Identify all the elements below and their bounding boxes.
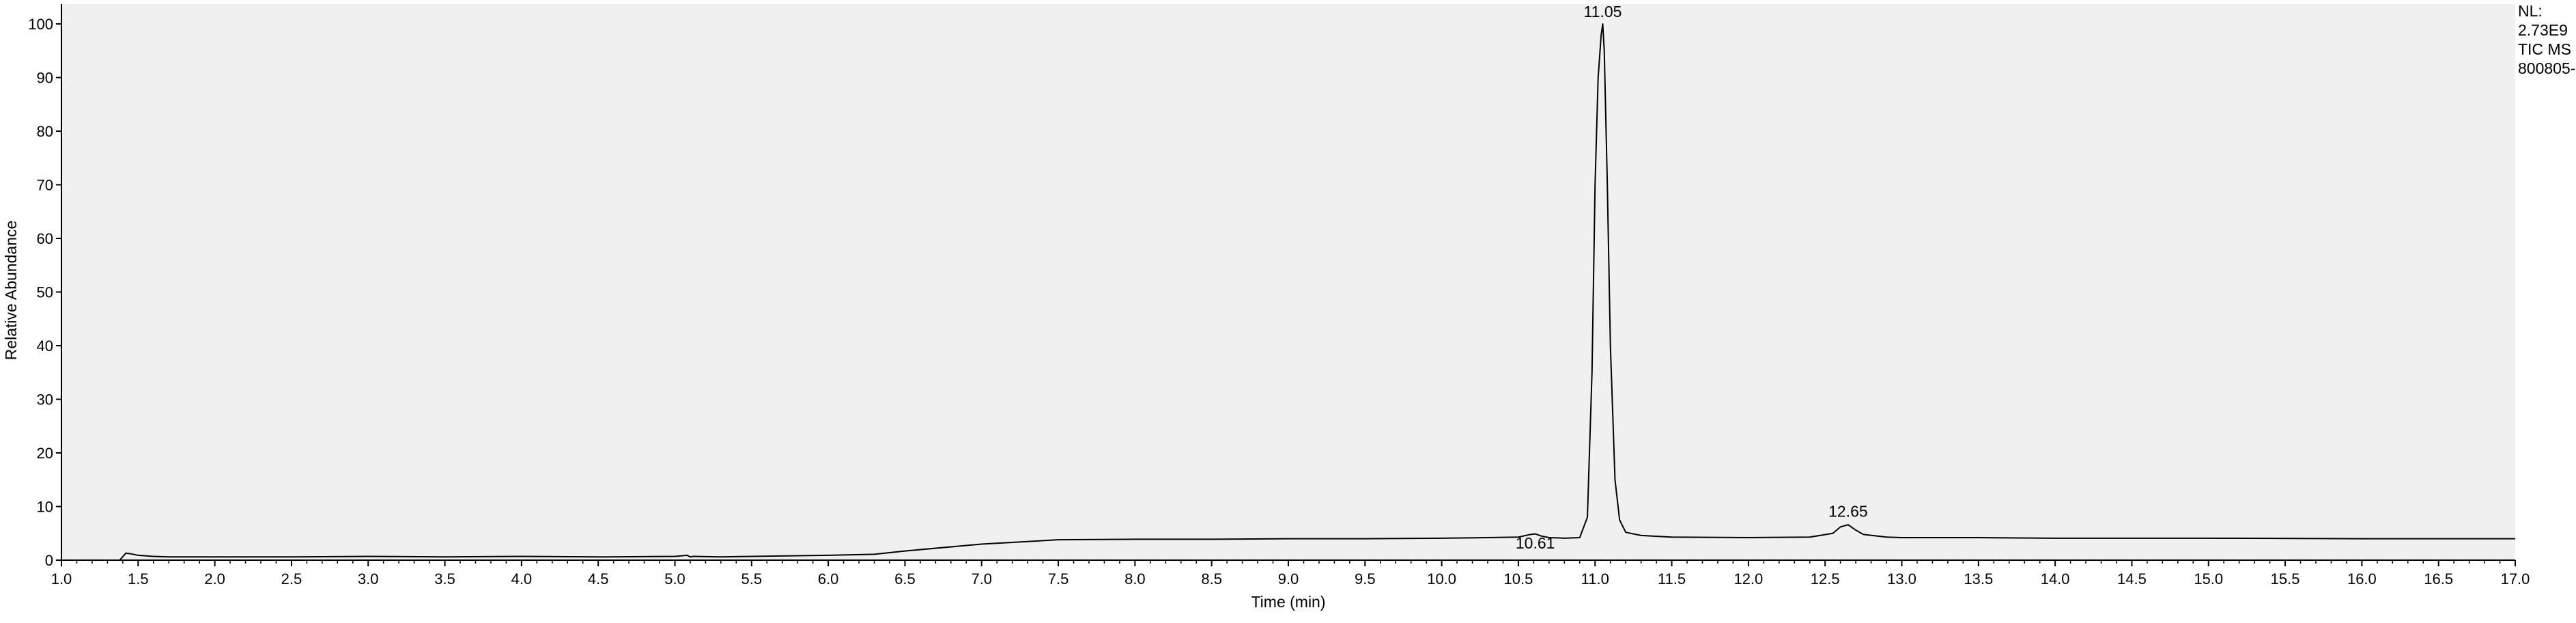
info-block: NL: 2.73E9 TIC MS 800805- [2518, 2, 2575, 77]
x-tick-label: 13.0 [1887, 570, 1916, 587]
x-tick-label: 11.5 [1658, 570, 1686, 587]
x-tick-label: 2.0 [204, 570, 225, 587]
x-tick-label: 8.0 [1124, 570, 1146, 587]
x-tick-label: 1.0 [51, 570, 72, 587]
x-tick-label: 8.5 [1201, 570, 1222, 587]
x-tick-label: 16.0 [2347, 570, 2377, 587]
peak-label: 12.65 [1828, 503, 1868, 521]
peak-label: 11.05 [1584, 3, 1622, 20]
x-tick-label: 16.5 [2424, 570, 2453, 587]
info-line: 800805- [2518, 59, 2575, 77]
x-tick-label: 12.0 [1733, 570, 1763, 587]
peak-labels: 10.61 11.05 12.65 [1516, 3, 1868, 552]
x-tick-label: 2.5 [281, 570, 302, 587]
x-tick-label: 5.5 [741, 570, 763, 587]
y-tick-label: 80 [37, 123, 53, 140]
x-tick-label: 3.5 [434, 570, 455, 587]
y-tick-label: 90 [37, 70, 53, 87]
x-tick-label: 10.5 [1504, 570, 1533, 587]
x-tick-label: 3.0 [358, 570, 379, 587]
y-tick-label: 0 [45, 552, 53, 569]
x-tick-label: 4.0 [511, 570, 533, 587]
peak-label: 10.61 [1516, 534, 1555, 552]
x-tick-label: 12.5 [1811, 570, 1840, 587]
info-line: 2.73E9 [2518, 21, 2568, 39]
x-tick-label: 14.5 [2117, 570, 2147, 587]
y-tick-label: 100 [28, 16, 53, 33]
y-axis-title: Relative Abundance [2, 221, 20, 361]
x-tick-label: 13.5 [1964, 570, 1993, 587]
x-tick-label: 15.0 [2194, 570, 2223, 587]
x-tick-label: 9.0 [1278, 570, 1299, 587]
y-tick-label: 50 [37, 284, 53, 301]
y-tick-label: 10 [37, 499, 53, 516]
y-tick-label: 60 [37, 230, 53, 247]
y-tick-label: 70 [37, 177, 53, 194]
info-line: TIC MS [2518, 40, 2571, 58]
info-line: NL: [2518, 2, 2543, 20]
x-tick-label: 7.5 [1048, 570, 1069, 587]
x-tick-label: 11.0 [1581, 570, 1609, 587]
series-line [61, 23, 2515, 561]
x-tick-label: 6.5 [894, 570, 916, 587]
x-tick-label: 17.0 [2501, 570, 2530, 587]
y-tick-label: 40 [37, 337, 53, 355]
x-tick-label: 15.5 [2271, 570, 2300, 587]
y-tick-label: 20 [37, 445, 53, 462]
plot-area-background [61, 4, 2515, 559]
x-tick-label: 6.0 [818, 570, 839, 587]
x-tick-label: 9.5 [1355, 570, 1376, 587]
y-axis-ticks: 0 10 20 30 40 50 60 70 80 90 100 [28, 16, 61, 569]
chromatogram-trace [61, 23, 2515, 561]
x-tick-label: 4.5 [588, 570, 609, 587]
x-tick-label: 10.0 [1427, 570, 1456, 587]
x-tick-label: 1.5 [128, 570, 149, 587]
x-tick-label: 7.0 [971, 570, 992, 587]
x-axis-ticks: 1.0 1.5 2.0 2.5 3.0 3.5 4.0 4.5 5.0 5.5 6.0 6.5 7.0 7… [51, 560, 2530, 587]
x-tick-label: 14.0 [2041, 570, 2070, 587]
x-axis-title: Time (min) [1251, 593, 1325, 611]
x-tick-label: 5.0 [664, 570, 685, 587]
y-tick-label: 30 [37, 391, 53, 409]
